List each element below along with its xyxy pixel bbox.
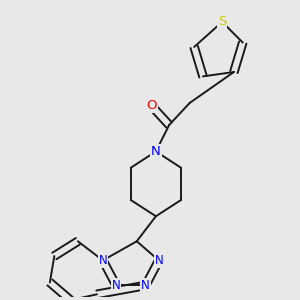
Text: N: N xyxy=(98,254,107,267)
Text: N: N xyxy=(112,279,121,292)
Text: N: N xyxy=(151,145,161,158)
Text: O: O xyxy=(146,99,157,112)
Text: S: S xyxy=(218,15,226,28)
Text: N: N xyxy=(154,254,163,267)
Text: N: N xyxy=(141,279,150,292)
